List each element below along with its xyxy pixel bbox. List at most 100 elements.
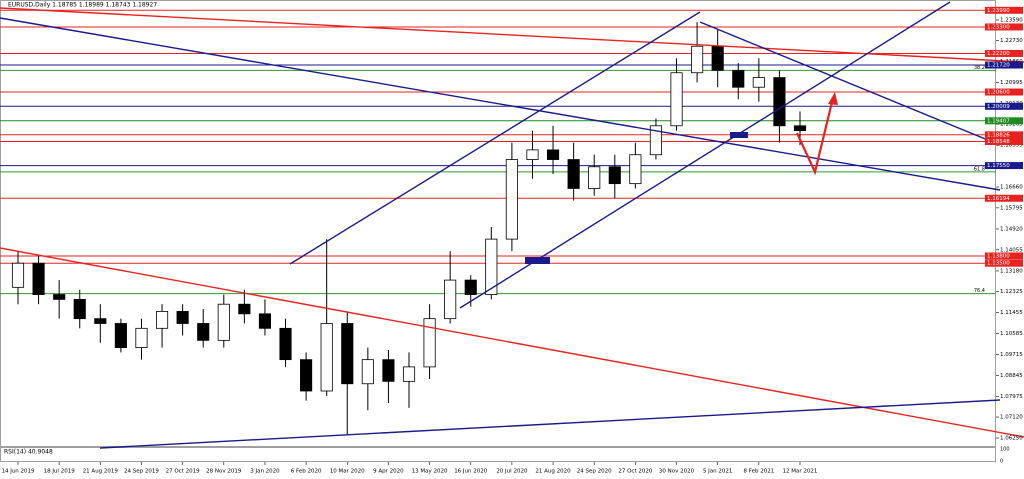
- arrow-head: [828, 92, 838, 105]
- candle-body: [793, 125, 807, 132]
- x-tick-label: 8 Feb 2021: [743, 469, 774, 475]
- level-label: 1.16194: [987, 196, 1010, 202]
- candle-body: [341, 323, 354, 385]
- y-tick-label: 1.12325: [1000, 289, 1023, 295]
- level-box: [985, 88, 1023, 96]
- level-box: [985, 6, 1023, 14]
- marks: [0, 9, 996, 435]
- candle-body: [444, 279, 457, 320]
- trend-line: [699, 21, 1001, 146]
- candle-body: [485, 238, 498, 295]
- y-tick-label: 1.23590: [1000, 17, 1023, 23]
- candle-body: [505, 159, 518, 240]
- x-tick-label: 5 Jan 2021: [703, 469, 732, 475]
- level-label: 1.18826: [987, 132, 1010, 138]
- candle-body: [711, 45, 724, 71]
- candle-body: [361, 359, 374, 385]
- level-box: [985, 61, 1023, 69]
- candle-body: [464, 279, 477, 295]
- trend-line: [289, 11, 701, 265]
- candle-body: [691, 45, 704, 74]
- level-label: 1.19407: [987, 118, 1010, 124]
- x-tick-label: 30 Nov 2020: [659, 469, 695, 475]
- candle-body: [258, 313, 272, 329]
- y-tick-label: 1.07975: [1000, 394, 1023, 400]
- x-tick-label: 10 Mar 2020: [330, 469, 365, 475]
- x-tick-label: 14 Jun 2019: [1, 469, 35, 475]
- candle-body: [752, 77, 765, 88]
- level-box: [985, 162, 1023, 170]
- trend-lines: [0, 1, 1024, 449]
- y-tick-label: 1.09715: [1000, 352, 1023, 358]
- candle-body: [73, 298, 86, 320]
- level-label: 1.13800: [987, 253, 1010, 259]
- plot-frame: [0, 0, 996, 447]
- level-label: 1.20600: [987, 90, 1010, 96]
- forecast-arrow: [796, 97, 835, 176]
- x-tick-label: 18 Jul 2019: [44, 469, 76, 475]
- y-tick-label: 1.20995: [1000, 80, 1023, 86]
- y-tick-label: 1.19265: [1000, 122, 1023, 128]
- y-tick-label: 1.11455: [1000, 310, 1023, 316]
- level-box: [985, 131, 1023, 139]
- candle-body: [135, 327, 148, 348]
- y-tick-label: 1.16660: [1000, 185, 1023, 191]
- candle-body: [608, 166, 621, 185]
- candle-body: [526, 149, 539, 160]
- candle-body: [197, 323, 210, 341]
- y-tick-label: 1.14920: [1000, 226, 1023, 232]
- level-label: 1.23990: [987, 8, 1010, 14]
- level-label: 1.23300: [987, 24, 1010, 30]
- rsi-tick-label: 100: [1000, 447, 1010, 453]
- y-tick-label: 1.08845: [1000, 373, 1023, 379]
- level-label: 1.20009: [987, 104, 1010, 110]
- level-box: [985, 252, 1023, 260]
- y-tick-label: 1.22730: [1000, 38, 1023, 44]
- x-tick-label: 20 Jul 2020: [496, 469, 528, 475]
- candle-body: [114, 323, 127, 348]
- level-box: [985, 194, 1023, 202]
- candle-body: [176, 311, 189, 324]
- x-tick-label: 21 Aug 2019: [83, 469, 119, 475]
- candle-body: [155, 311, 169, 329]
- fib-label: 38.2: [974, 65, 985, 71]
- level-label: 1.17550: [987, 163, 1010, 169]
- y-tick-label: 1.18395: [1000, 143, 1023, 149]
- candle-body: [382, 359, 395, 382]
- fib-label: 76.4: [974, 288, 985, 294]
- candle-body: [402, 366, 416, 382]
- level-label: 1.21720: [987, 63, 1010, 69]
- candle-body: [567, 159, 580, 189]
- y-tick-label: 1.15795: [1000, 205, 1023, 211]
- y-tick-label: 1.10585: [1000, 331, 1023, 337]
- x-tick-label: 13 May 2020: [412, 469, 448, 475]
- level-label: 1.13500: [987, 261, 1010, 267]
- x-tick-label: 21 Aug 2020: [535, 469, 571, 475]
- level-box: [985, 102, 1023, 110]
- rsi-frame: [0, 447, 996, 462]
- marker-box: [525, 257, 550, 264]
- candle-body: [238, 303, 251, 315]
- rsi-label: RSI(14) 40.9048: [4, 449, 53, 456]
- candle-body: [732, 69, 745, 88]
- x-tick-label: 3 Jan 2020: [250, 469, 280, 475]
- level-box: [985, 23, 1023, 31]
- candle-body: [320, 323, 333, 392]
- level-box: [985, 117, 1023, 125]
- level-box: [985, 259, 1023, 267]
- trend-line: [0, 17, 1001, 191]
- x-tick-label: 27 Oct 2020: [618, 469, 653, 475]
- x-tick-label: 16 Jun 2020: [454, 469, 488, 475]
- level-label: 1.22200: [987, 51, 1010, 57]
- candle-body: [423, 318, 436, 368]
- x-tick-label: 24 Sep 2020: [577, 469, 612, 475]
- x-tick-label: 12 Mar 2021: [783, 469, 818, 475]
- candle-body: [546, 149, 560, 160]
- level-box: [985, 138, 1023, 146]
- candle-body: [11, 262, 25, 288]
- x-tick-label: 24 Sep 2019: [124, 469, 159, 475]
- trend-line: [0, 247, 1024, 438]
- x-tick-label: 28 Nov 2019: [206, 469, 242, 475]
- rsi-tick-label: 0: [1000, 459, 1003, 465]
